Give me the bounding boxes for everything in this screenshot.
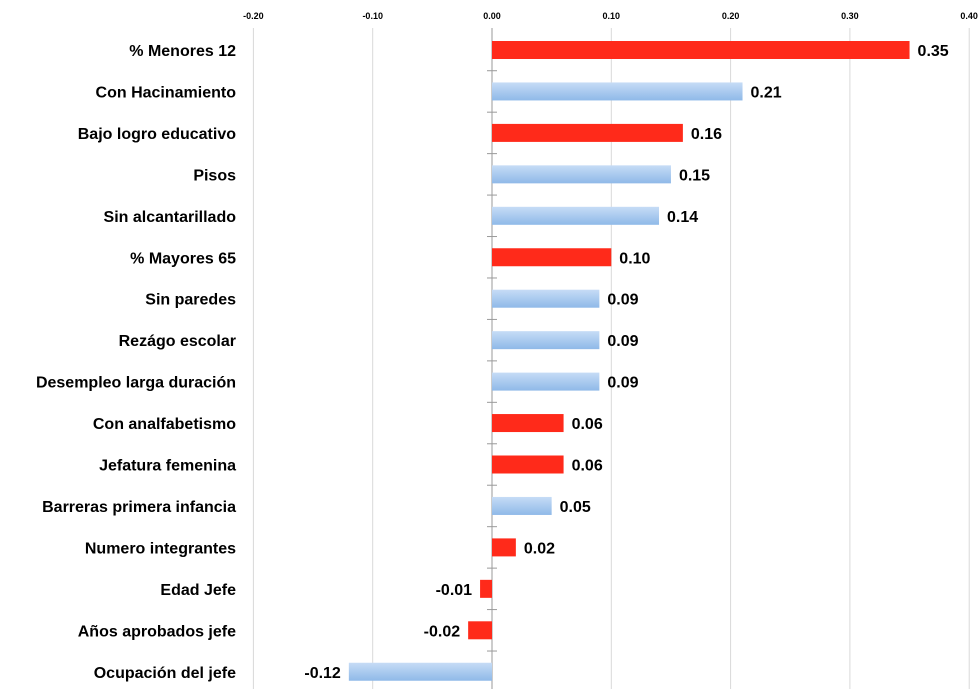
value-label: 0.15 xyxy=(679,167,710,184)
bar xyxy=(492,538,516,557)
value-label: 0.16 xyxy=(691,126,722,143)
value-label: 0.09 xyxy=(607,333,638,350)
value-label: -0.12 xyxy=(304,665,341,682)
bar xyxy=(492,206,660,225)
category-label: Sin paredes xyxy=(145,292,236,309)
category-label: Sin alcantarillado xyxy=(104,209,237,226)
bar xyxy=(492,331,600,350)
bar xyxy=(492,414,564,433)
category-labels: % Menores 12 Con Hacinamiento Bajo logro e… xyxy=(36,43,236,682)
x-tick-label: -0.10 xyxy=(362,11,383,21)
category-label: Años aprobados jefe xyxy=(78,623,236,640)
value-label: 0.35 xyxy=(918,43,949,60)
category-label: Bajo logro educativo xyxy=(78,126,236,143)
bar xyxy=(468,621,492,640)
bars xyxy=(348,41,910,681)
category-label: Barreras primera infancia xyxy=(42,499,236,516)
x-axis-ticks: -0.20 -0.10 0.00 0.10 0.20 0.30 0.40 xyxy=(243,11,978,21)
x-tick-label: 0.10 xyxy=(603,11,621,21)
value-label: 0.06 xyxy=(572,416,603,433)
bar xyxy=(492,248,612,267)
bar xyxy=(492,496,552,515)
bar xyxy=(492,123,683,142)
bar xyxy=(348,662,492,681)
bar xyxy=(492,455,564,474)
category-label: Desempleo larga duración xyxy=(36,375,236,392)
x-tick-label: 0.30 xyxy=(841,11,859,21)
category-label: Jefatura femenina xyxy=(99,458,236,475)
x-tick-label: 0.00 xyxy=(483,11,501,21)
bar xyxy=(492,289,600,308)
category-label: % Menores 12 xyxy=(129,43,236,60)
x-tick-label: -0.20 xyxy=(243,11,264,21)
bar xyxy=(492,165,671,184)
category-label: Numero integrantes xyxy=(85,540,236,557)
x-tick-label: 0.40 xyxy=(960,11,978,21)
bar xyxy=(492,41,910,59)
category-label: % Mayores 65 xyxy=(130,250,236,267)
value-label: 0.06 xyxy=(572,458,603,475)
x-tick-label: 0.20 xyxy=(722,11,740,21)
value-label: 0.09 xyxy=(607,292,638,309)
value-label: -0.02 xyxy=(424,623,461,640)
value-label: 0.02 xyxy=(524,540,555,557)
value-label: 0.10 xyxy=(619,250,650,267)
value-label: 0.05 xyxy=(560,499,591,516)
bar xyxy=(480,579,492,598)
bar xyxy=(492,372,600,391)
category-label: Con Hacinamiento xyxy=(96,84,237,101)
value-label: 0.09 xyxy=(607,375,638,392)
value-label: 0.14 xyxy=(667,209,698,226)
category-label: Ocupación del jefe xyxy=(94,665,236,682)
bar xyxy=(492,82,743,101)
value-label: -0.01 xyxy=(436,582,473,599)
category-label: Rezágo escolar xyxy=(119,333,236,350)
value-label: 0.21 xyxy=(751,84,782,101)
value-labels: 0.35 0.21 0.16 0.15 0.14 0.10 0.09 0.09 0.09 0.06… xyxy=(304,43,948,682)
category-label: Con analfabetismo xyxy=(93,416,236,433)
category-label: Pisos xyxy=(193,167,236,184)
category-label: Edad Jefe xyxy=(160,582,236,599)
